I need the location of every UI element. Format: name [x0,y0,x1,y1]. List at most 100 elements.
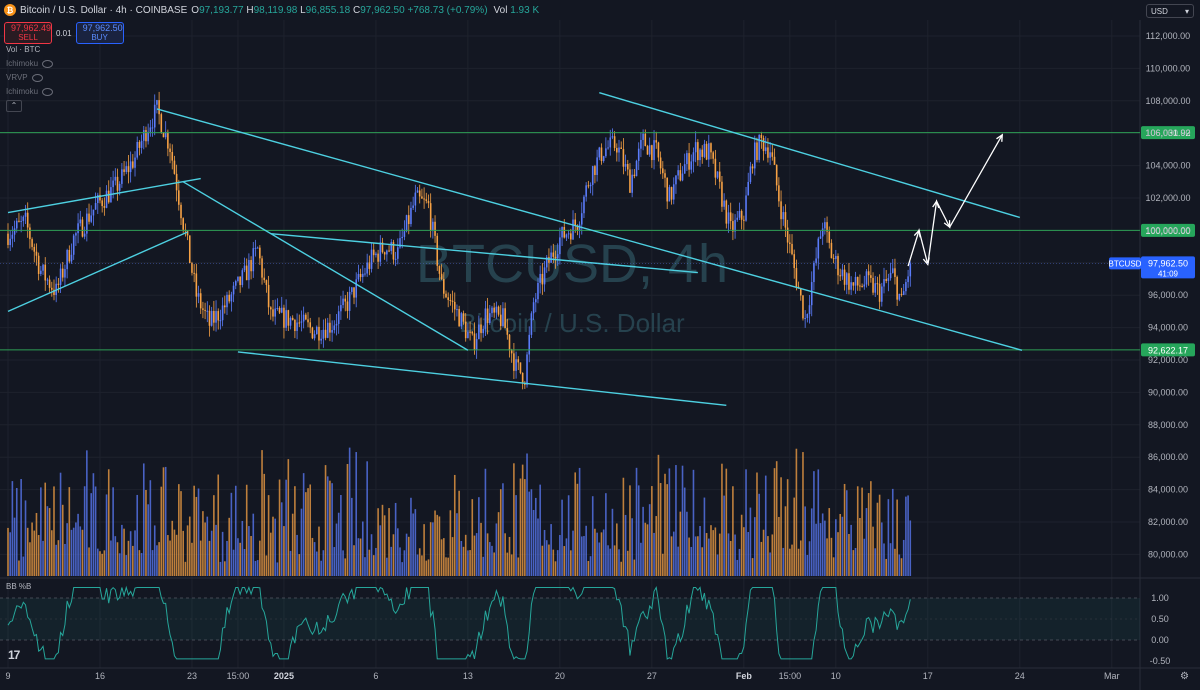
candle [61,261,64,282]
volume-bar [887,499,890,576]
time-tick-label: 17 [923,671,933,681]
candle-body [856,277,859,286]
tradingview-logo-icon[interactable]: 17 [8,648,20,662]
volume-bar [789,548,791,576]
volume-bar [753,517,756,576]
volume-bar [692,469,695,576]
candle [545,255,548,273]
candle [499,305,502,330]
volume-bar [182,530,184,576]
candle-body [618,147,620,153]
gear-icon[interactable]: ⚙ [1180,671,1189,682]
candle [666,177,668,210]
buy-button[interactable]: 97,962.50 BUY [75,22,124,44]
candle-body [134,157,136,168]
candle [346,291,349,319]
candle-body [210,310,213,326]
candle-body [471,331,474,334]
candle [357,264,360,282]
eye-hidden-icon[interactable] [31,73,43,82]
sell-button[interactable]: 97,962.49 SELL [4,22,52,44]
bb-tick-label: 1.00 [1151,593,1169,603]
volume-bar [613,545,616,576]
watermark-symbol: BTCUSD, 4h [416,234,728,294]
candle [48,275,51,293]
candle-body [686,153,688,165]
candle-body [278,307,281,313]
volume-bar [123,528,125,576]
volume-bar [902,539,905,576]
candle-body [440,273,443,280]
candle [436,233,439,271]
indicator-ichimoku-1[interactable]: Ichimoku [6,59,54,68]
volume-bar [219,561,222,576]
candle-body [421,196,423,199]
volume-bar [33,530,36,576]
candle [835,249,837,269]
volume-bar [318,526,320,576]
candle [313,330,316,341]
candle [92,209,95,226]
candle [648,137,651,157]
volume-bar [598,542,601,576]
symbol-title[interactable]: Bitcoin / U.S. Dollar · 4h · COINBASE [20,4,188,16]
candle-body [637,148,640,161]
indicator-volume[interactable]: Vol · BTC [6,45,41,54]
candle-body [670,187,673,200]
candle-body [863,284,866,287]
indicator-ichimoku-2[interactable]: Ichimoku [6,87,54,96]
eye-hidden-icon[interactable] [42,87,54,96]
candle-body [237,276,239,281]
volume-bar [449,510,452,576]
level-label-bg [1141,126,1195,140]
candle-body [530,313,533,335]
candle-body [348,291,351,311]
candle-body [449,299,452,301]
candle [105,185,108,209]
volume-bar [907,495,909,576]
candle-body [631,174,633,193]
volume-bar [239,542,241,576]
candle [756,137,758,163]
indicator-vrvp[interactable]: VRVP [6,73,43,82]
candle [799,287,802,301]
volume-bar [808,541,811,576]
candle-body [802,295,804,319]
candle [309,317,312,334]
candle-body [666,177,668,202]
candle-body [72,235,75,255]
volume-bar [405,533,408,576]
currency-selector[interactable]: USD [1146,4,1194,19]
candle [723,193,725,210]
candle [272,300,274,322]
volume-bar [90,493,93,576]
candle [537,278,539,304]
candle [46,277,49,286]
volume-bar [164,466,167,576]
volume-bar [335,523,338,576]
candle-body [502,308,504,327]
eye-hidden-icon[interactable] [42,59,54,68]
candle [900,287,903,297]
candle [559,227,561,265]
candle-body [784,212,787,228]
volume-bar [616,523,618,576]
collapse-indicators-icon[interactable]: ⌃ [6,100,22,112]
volume-bar [265,555,268,576]
candle [714,149,717,186]
volume-bar [283,526,285,576]
bitcoin-logo-icon: ₿ [4,4,16,16]
candle [482,325,485,338]
time-tick-label: 9 [5,671,10,681]
volume-bar [508,536,511,576]
candle-body [213,310,215,323]
candle-body [215,311,217,323]
volume-bar [418,548,421,576]
candle-body [394,258,397,260]
volume-bar [859,518,861,576]
candle [543,260,546,292]
volume-bar [837,532,839,576]
candle-body [793,254,796,269]
candle-body [243,265,246,271]
